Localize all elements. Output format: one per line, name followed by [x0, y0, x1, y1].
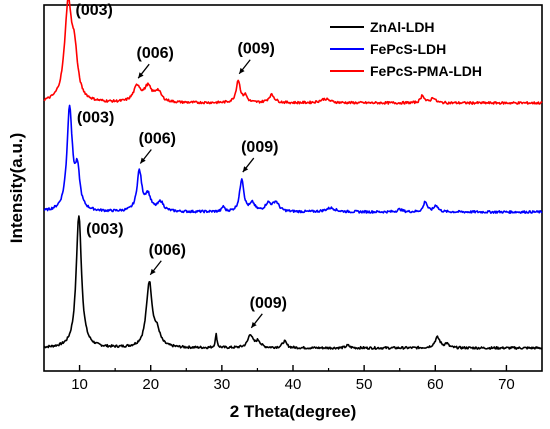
peak-arrowhead	[140, 157, 146, 164]
x-tick-label: 50	[356, 376, 373, 393]
peak-arrowhead	[239, 67, 245, 74]
peak-arrowhead	[242, 166, 249, 173]
x-tick-label: 40	[285, 376, 302, 393]
x-axis-label: 2 Theta(degree)	[230, 402, 357, 421]
series-line-fepcs-ldh	[43, 104, 543, 214]
peak-label: (003)	[86, 221, 123, 238]
x-tick-label: 70	[498, 376, 515, 393]
x-tick-label: 30	[214, 376, 231, 393]
annotation-layer: (003) (006) (009) (003) (006) (009) (003) (006)…	[76, 2, 287, 329]
peak-arrowhead	[150, 268, 156, 275]
x-tick-label: 10	[71, 376, 88, 393]
peak-label: (003)	[76, 2, 113, 19]
legend-label: ZnAl-LDH	[370, 19, 435, 35]
peak-arrowhead	[138, 72, 144, 79]
legend-label: FePcS-PMA-LDH	[370, 63, 482, 79]
peak-label: (006)	[137, 45, 174, 62]
peak-label: (009)	[250, 295, 287, 312]
peak-label: (003)	[77, 110, 114, 127]
peak-label: (009)	[241, 139, 278, 156]
legend-label: FePcS-LDH	[370, 41, 446, 57]
x-axis-ticks: 10 20 30 40 50 60 70	[71, 365, 515, 393]
peak-label: (009)	[238, 41, 275, 58]
x-tick-label: 60	[427, 376, 444, 393]
series-line-fepcs-pma-ldh	[43, 0, 543, 105]
peak-label: (006)	[139, 130, 176, 147]
x-tick-label: 20	[142, 376, 159, 393]
peak-label: (006)	[149, 242, 186, 259]
series-line-znal-ldh	[43, 215, 543, 350]
peak-arrowhead	[251, 322, 257, 328]
plot-frame	[43, 4, 543, 372]
series-layer	[43, 0, 543, 350]
y-axis-label: Intensity(a.u.)	[7, 133, 26, 244]
legend: ZnAl-LDH FePcS-LDH FePcS-PMA-LDH	[330, 19, 482, 79]
